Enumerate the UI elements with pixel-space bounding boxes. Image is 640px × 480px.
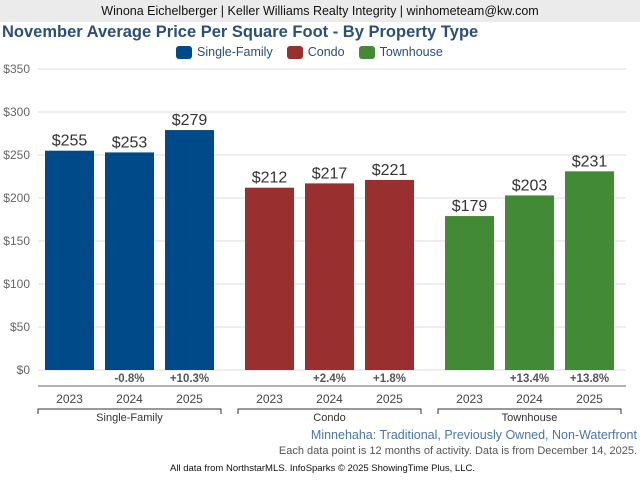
copyright-footer: All data from NorthstarMLS. InfoSparks ©… xyxy=(170,463,475,474)
agent-header-bar: Winona Eichelberger | Keller Williams Re… xyxy=(0,0,640,22)
group-label: Single-Family xyxy=(96,412,163,424)
group-bracket xyxy=(37,408,222,414)
change-label: +2.4% xyxy=(313,373,346,385)
bar-townhouse-2024 xyxy=(505,195,554,370)
change-label: +1.8% xyxy=(373,373,406,385)
bar-condo-2025 xyxy=(365,179,414,370)
legend-label-single-family: Single-Family xyxy=(197,45,273,59)
y-tick-label: $100 xyxy=(3,277,30,291)
chart-title: November Average Price Per Square Foot -… xyxy=(2,23,479,41)
group-bracket xyxy=(237,408,422,414)
legend-swatch-condo xyxy=(286,45,303,59)
x-tick-label: 2024 xyxy=(316,392,343,406)
bar-single-family-2025 xyxy=(165,130,214,370)
y-tick-label: $200 xyxy=(3,191,30,205)
legend-item-single-family[interactable]: Single-Family xyxy=(176,45,273,59)
bar-townhouse-2023 xyxy=(445,216,494,370)
bar-townhouse-2025 xyxy=(565,171,614,370)
x-tick-label: 2023 xyxy=(456,392,483,406)
data-label: $221 xyxy=(372,162,408,179)
legend-label-condo: Condo xyxy=(307,45,345,59)
data-label: $179 xyxy=(452,198,488,215)
x-tick-label: 2025 xyxy=(576,392,603,406)
group-label: Condo xyxy=(313,412,345,424)
legend-item-condo[interactable]: Condo xyxy=(286,45,345,59)
y-tick-label: $350 xyxy=(3,62,30,76)
y-tick-label: $0 xyxy=(17,363,31,377)
bar-single-family-2023 xyxy=(45,150,94,370)
x-tick-label: 2025 xyxy=(176,392,203,406)
data-label: $253 xyxy=(112,134,148,151)
bar-condo-2023 xyxy=(245,187,294,370)
y-tick-label: $300 xyxy=(3,105,30,119)
data-note: Each data point is 12 months of activity… xyxy=(278,445,637,457)
data-label: $203 xyxy=(512,177,548,194)
change-label: +13.4% xyxy=(510,373,549,385)
y-tick-label: $50 xyxy=(10,320,30,334)
agent-info-text: Winona Eichelberger | Keller Williams Re… xyxy=(101,4,539,18)
change-label: -0.8% xyxy=(114,373,144,385)
x-tick-label: 2025 xyxy=(376,392,403,406)
change-label: +10.3% xyxy=(170,373,209,385)
data-label: $217 xyxy=(312,165,348,182)
change-label: +13.8% xyxy=(570,373,609,385)
legend-swatch-single-family xyxy=(176,45,192,59)
chart-legend: Single-Family Condo Townhouse xyxy=(0,45,640,59)
bar-condo-2024 xyxy=(305,183,354,370)
legend-swatch-townhouse xyxy=(358,45,375,59)
x-tick-label: 2023 xyxy=(56,392,83,406)
group-bracket xyxy=(437,408,622,414)
x-tick-label: 2024 xyxy=(516,392,543,406)
y-tick-label: $150 xyxy=(3,234,30,248)
data-label: $279 xyxy=(172,112,208,129)
chart-subtitle: Minnehaha: Traditional, Previously Owned… xyxy=(310,428,637,442)
legend-item-townhouse[interactable]: Townhouse xyxy=(358,45,443,59)
x-tick-label: 2024 xyxy=(116,392,143,406)
y-tick-label: $250 xyxy=(3,148,30,162)
bar-single-family-2024 xyxy=(105,152,154,370)
legend-label-townhouse: Townhouse xyxy=(379,45,443,59)
data-label: $231 xyxy=(572,153,608,170)
x-tick-label: 2023 xyxy=(256,392,283,406)
data-label: $212 xyxy=(252,170,288,187)
group-label: Townhouse xyxy=(502,412,558,424)
data-label: $255 xyxy=(52,133,88,150)
